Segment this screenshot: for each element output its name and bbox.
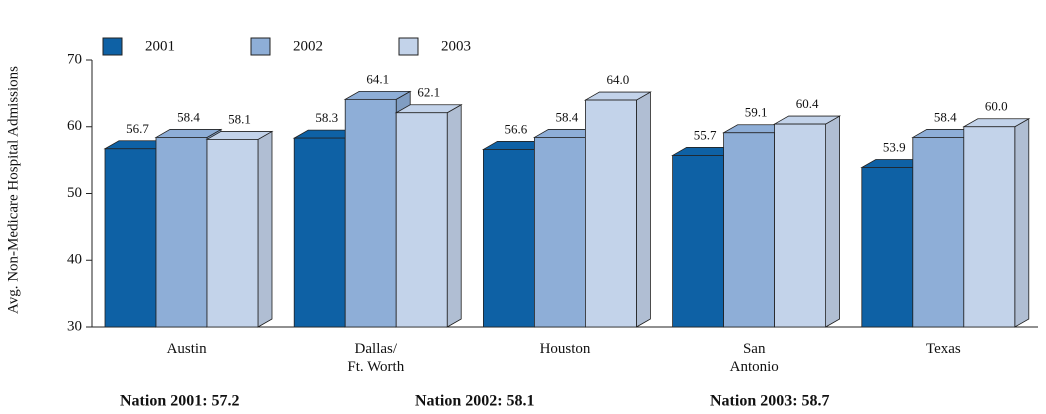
- bar: [723, 132, 775, 328]
- x-tick-label: Houston: [540, 341, 591, 357]
- value-label: 53.9: [883, 139, 906, 154]
- annotation: Nation 2003: 58.7: [710, 393, 830, 410]
- value-label: 56.6: [505, 121, 528, 136]
- value-label: 60.0: [985, 99, 1008, 114]
- x-tick-label: Dallas/Ft. Worth: [347, 341, 404, 375]
- annotation: Nation 2001: 57.2: [120, 393, 240, 410]
- annotation: Nation 2002: 58.1: [415, 393, 535, 410]
- bar-side: [1014, 118, 1030, 328]
- legend-label: 2003: [441, 38, 471, 54]
- legend-swatch: [250, 37, 271, 56]
- bar: [912, 137, 965, 328]
- bar: [585, 99, 637, 328]
- value-label: 58.4: [556, 109, 579, 124]
- legend-label: 2001: [145, 38, 175, 54]
- x-tick-label: Texas: [926, 341, 961, 357]
- bar: [155, 137, 208, 328]
- bar: [672, 155, 724, 328]
- y-tick-label: 70: [67, 51, 82, 67]
- value-label: 62.1: [417, 85, 440, 100]
- y-tick-label: 30: [67, 318, 82, 334]
- value-label: 56.7: [126, 121, 149, 136]
- x-tick-label: San Antonio: [730, 341, 779, 375]
- legend-swatch: [398, 37, 419, 56]
- y-tick-label: 60: [67, 118, 82, 134]
- value-label: 58.4: [934, 109, 957, 124]
- value-label: 55.7: [694, 127, 717, 142]
- bar-side: [257, 130, 273, 328]
- value-label: 59.1: [745, 105, 768, 120]
- bar: [774, 123, 826, 328]
- bar: [534, 137, 586, 328]
- bar: [293, 137, 346, 328]
- bar-side: [825, 115, 840, 328]
- bar: [395, 112, 448, 328]
- value-label: 58.3: [315, 110, 338, 125]
- value-label: 58.1: [228, 111, 251, 126]
- y-tick-label: 50: [67, 185, 82, 201]
- bar-side: [446, 104, 462, 328]
- legend-label: 2002: [293, 38, 323, 54]
- y-axis-label: Avg. Non-Medicare Hospital Admissions: [5, 66, 21, 314]
- x-tick-label: Austin: [167, 341, 208, 357]
- bar: [963, 126, 1016, 328]
- y-tick-label: 40: [67, 252, 82, 268]
- bar: [344, 98, 397, 328]
- bar: [861, 167, 914, 328]
- bar: [206, 139, 259, 328]
- value-label: 64.0: [607, 72, 630, 87]
- value-label: 58.4: [177, 109, 200, 124]
- legend-swatch: [102, 37, 123, 56]
- bar-side: [636, 91, 651, 328]
- bar: [104, 148, 157, 328]
- bar: [482, 149, 535, 328]
- value-label: 64.1: [366, 71, 389, 86]
- value-label: 60.4: [796, 96, 819, 111]
